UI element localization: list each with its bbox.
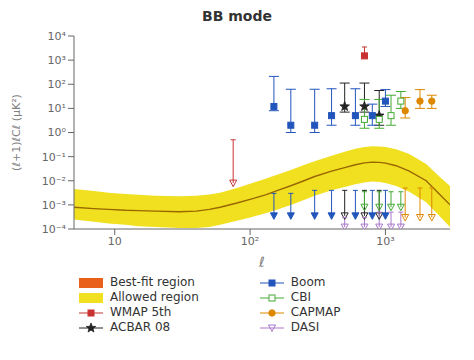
svg-text:10³: 10³ (48, 54, 66, 67)
svg-text:10²: 10² (48, 78, 66, 91)
svg-text:10⁻²: 10⁻² (42, 175, 66, 188)
svg-text:10⁻¹: 10⁻¹ (42, 151, 66, 164)
html-text:Allowed region: Allowed region (110, 290, 199, 304)
html-text:ACBAR 08: ACBAR 08 (110, 320, 171, 334)
html-text:DASI: DASI (290, 320, 320, 334)
svg-text:10⁻⁴: 10⁻⁴ (42, 223, 67, 236)
html-text:BB mode: BB mode (202, 8, 272, 24)
svg-text:10⁻³: 10⁻³ (42, 199, 66, 212)
svg-text:10⁰: 10⁰ (48, 126, 67, 139)
svg-text:10⁴: 10⁴ (48, 30, 67, 43)
html-text:CAPMAP: CAPMAP (290, 305, 341, 319)
svg-text:10¹: 10¹ (48, 102, 66, 115)
html-text:WMAP 5th: WMAP 5th (110, 305, 172, 319)
svg-text:ℓ: ℓ (258, 254, 265, 270)
svg-text:10: 10 (108, 235, 122, 248)
html-text:Best-fit region: Best-fit region (110, 275, 195, 289)
html-text:CBI: CBI (290, 290, 311, 304)
svg-text:10²: 10² (241, 235, 259, 248)
svg-text:(ℓ+1)ℓCℓ (μK²): (ℓ+1)ℓCℓ (μK²) (10, 94, 23, 171)
svg-text:10³: 10³ (376, 235, 394, 248)
html-text:Boom: Boom (290, 275, 326, 289)
